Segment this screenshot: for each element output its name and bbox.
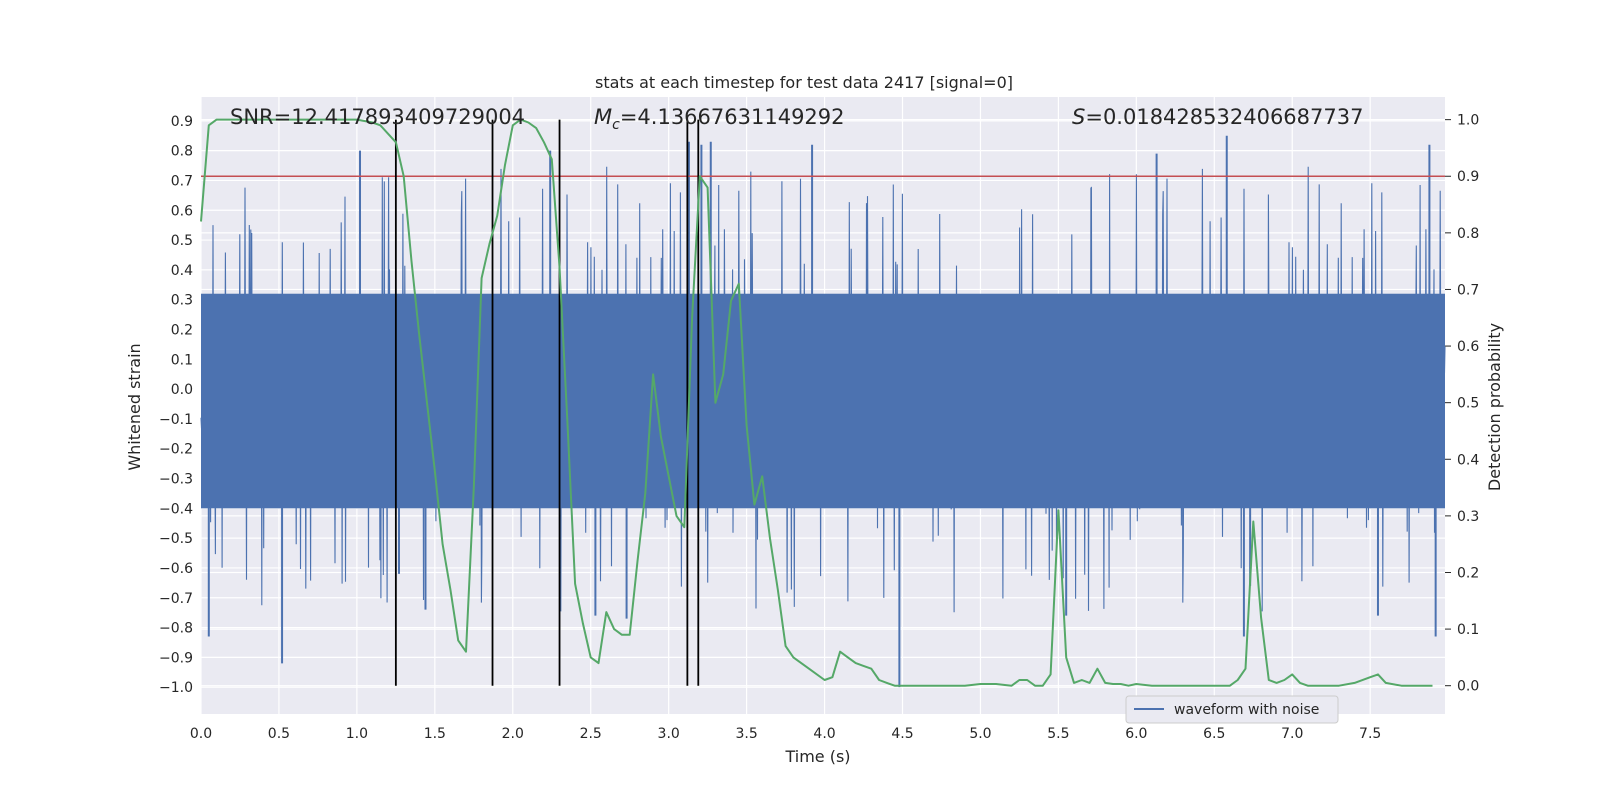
y-right-tick-label: 0.2 xyxy=(1457,565,1479,581)
legend-label-waveform: waveform with noise xyxy=(1174,702,1319,718)
x-tick-label: 0.0 xyxy=(190,726,212,742)
x-tick-label: 5.5 xyxy=(1047,726,1069,742)
y-left-tick-label: −0.1 xyxy=(159,412,193,428)
s-value: =0.018428532406687737 xyxy=(1085,105,1363,129)
y-left-tick-label: 0.1 xyxy=(171,352,193,368)
y-left-tick-label: 0.6 xyxy=(171,203,193,219)
y-left-tick-label: −0.6 xyxy=(159,561,193,577)
x-tick-label: 4.5 xyxy=(891,726,913,742)
y-left-tick-label: −0.9 xyxy=(159,650,193,666)
mc-value: =4.13667631149292 xyxy=(620,105,845,129)
x-tick-label: 4.0 xyxy=(813,726,835,742)
waveform-dense-band xyxy=(201,293,1445,509)
x-tick-label: 2.5 xyxy=(580,726,602,742)
y-right-tick-label: 0.9 xyxy=(1457,169,1479,185)
mc-symbol: M xyxy=(594,105,612,129)
snr-annotation: SNR=12.417893409729004 xyxy=(230,105,525,129)
y-left-tick-label: 0.9 xyxy=(171,114,193,130)
chart-title: stats at each timestep for test data 241… xyxy=(595,73,1013,92)
x-tick-label: 3.5 xyxy=(735,726,757,742)
y-right-tick-label: 0.0 xyxy=(1457,679,1479,695)
y-left-tick-label: −0.3 xyxy=(159,472,193,488)
y-right-tick-label: 0.5 xyxy=(1457,396,1479,412)
x-tick-label: 6.5 xyxy=(1203,726,1225,742)
plot-area xyxy=(200,97,1446,714)
y-right-tick-label: 0.1 xyxy=(1457,622,1479,638)
y-left-tick-label: −0.8 xyxy=(159,621,193,637)
y-right-tick-label: 0.3 xyxy=(1457,509,1479,525)
s-annotation: S=0.018428532406687737 xyxy=(1072,105,1363,129)
y-right-tick-label: 1.0 xyxy=(1457,113,1479,129)
x-tick-label: 5.0 xyxy=(969,726,991,742)
y-left-tick-label: 0.7 xyxy=(171,173,193,189)
x-tick-label: 1.0 xyxy=(346,726,368,742)
y-left-tick-label: 0.5 xyxy=(171,233,193,249)
axes-layer: 0.0 0.5 1.0 1.5 2.0 2.5 3.0 3.5 4.0 4.5 5.0 5.5 6.0 6… xyxy=(159,113,1479,742)
x-tick-label: 6.0 xyxy=(1125,726,1147,742)
y-left-tick-label: −0.2 xyxy=(159,442,193,458)
y-right-tick-label: 0.6 xyxy=(1457,339,1479,355)
chirp-mass-annotation: Mc=4.13667631149292 xyxy=(594,105,845,133)
y-left-tick-label: −1.0 xyxy=(159,680,193,696)
y-axis-left-label: Whitened strain xyxy=(125,343,144,470)
x-axis-label: Time (s) xyxy=(784,747,850,766)
y-left-tick-label: −0.7 xyxy=(159,591,193,607)
y-left-tick-label: 0.8 xyxy=(171,144,193,160)
x-tick-label: 1.5 xyxy=(424,726,446,742)
y-right-tick-label: 0.4 xyxy=(1457,452,1479,468)
x-tick-label: 2.0 xyxy=(502,726,524,742)
y-axis-right-label: Detection probability xyxy=(1485,323,1504,491)
y-right-tick-label: 0.7 xyxy=(1457,282,1479,298)
s-symbol: S xyxy=(1072,105,1085,129)
y-left-tick-label: −0.5 xyxy=(159,531,193,547)
detection-probability-line xyxy=(200,118,1433,687)
legend: waveform with noise xyxy=(1125,695,1339,724)
y-left-tick-label: 0.4 xyxy=(171,263,193,279)
x-tick-label: 7.0 xyxy=(1281,726,1303,742)
y-left-tick-label: 0.0 xyxy=(171,382,193,398)
x-tick-label: 7.5 xyxy=(1359,726,1381,742)
legend-box xyxy=(1125,695,1339,724)
y-left-tick-label: 0.3 xyxy=(171,293,193,309)
mc-subscript: c xyxy=(612,117,620,133)
y-left-tick-label: 0.2 xyxy=(171,322,193,338)
y-left-tick-label: −0.4 xyxy=(159,501,193,517)
x-tick-label: 3.0 xyxy=(658,726,680,742)
y-right-tick-label: 0.8 xyxy=(1457,226,1479,242)
x-tick-label: 0.5 xyxy=(268,726,290,742)
